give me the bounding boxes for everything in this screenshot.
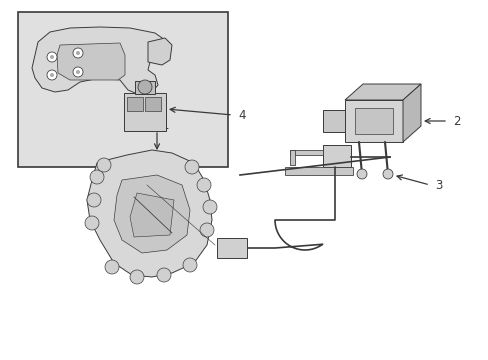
Polygon shape: [289, 150, 294, 165]
Polygon shape: [148, 38, 172, 65]
Bar: [124, 93, 165, 131]
Polygon shape: [57, 43, 125, 80]
Polygon shape: [32, 27, 168, 95]
Text: 4: 4: [238, 108, 245, 122]
Polygon shape: [87, 150, 212, 277]
Text: 1: 1: [162, 118, 169, 131]
Bar: [145, 97, 161, 111]
Circle shape: [47, 70, 57, 80]
Bar: [127, 97, 142, 111]
Circle shape: [130, 270, 143, 284]
Circle shape: [184, 160, 199, 174]
Circle shape: [203, 200, 217, 214]
Circle shape: [50, 55, 54, 59]
Circle shape: [183, 258, 197, 272]
Bar: [135, 81, 155, 94]
Circle shape: [97, 158, 111, 172]
Circle shape: [105, 260, 119, 274]
Polygon shape: [345, 84, 420, 100]
Circle shape: [157, 268, 171, 282]
Circle shape: [73, 48, 83, 58]
Bar: [345, 100, 402, 142]
Bar: [18, 12, 227, 167]
Circle shape: [85, 216, 99, 230]
Circle shape: [356, 169, 366, 179]
Text: 3: 3: [434, 179, 442, 192]
Text: 2: 2: [452, 114, 460, 127]
Bar: [323, 145, 350, 167]
Circle shape: [73, 67, 83, 77]
Circle shape: [382, 169, 392, 179]
Bar: [354, 108, 392, 134]
Polygon shape: [289, 150, 323, 155]
Polygon shape: [323, 110, 345, 132]
Circle shape: [76, 51, 80, 55]
Polygon shape: [402, 84, 420, 142]
Polygon shape: [114, 175, 190, 253]
Circle shape: [197, 178, 210, 192]
Circle shape: [200, 223, 214, 237]
Circle shape: [47, 52, 57, 62]
Circle shape: [90, 170, 104, 184]
Polygon shape: [285, 167, 352, 175]
Circle shape: [76, 70, 80, 74]
Circle shape: [87, 193, 101, 207]
Circle shape: [138, 80, 152, 94]
Polygon shape: [130, 193, 174, 237]
Bar: [217, 238, 246, 258]
Circle shape: [50, 73, 54, 77]
